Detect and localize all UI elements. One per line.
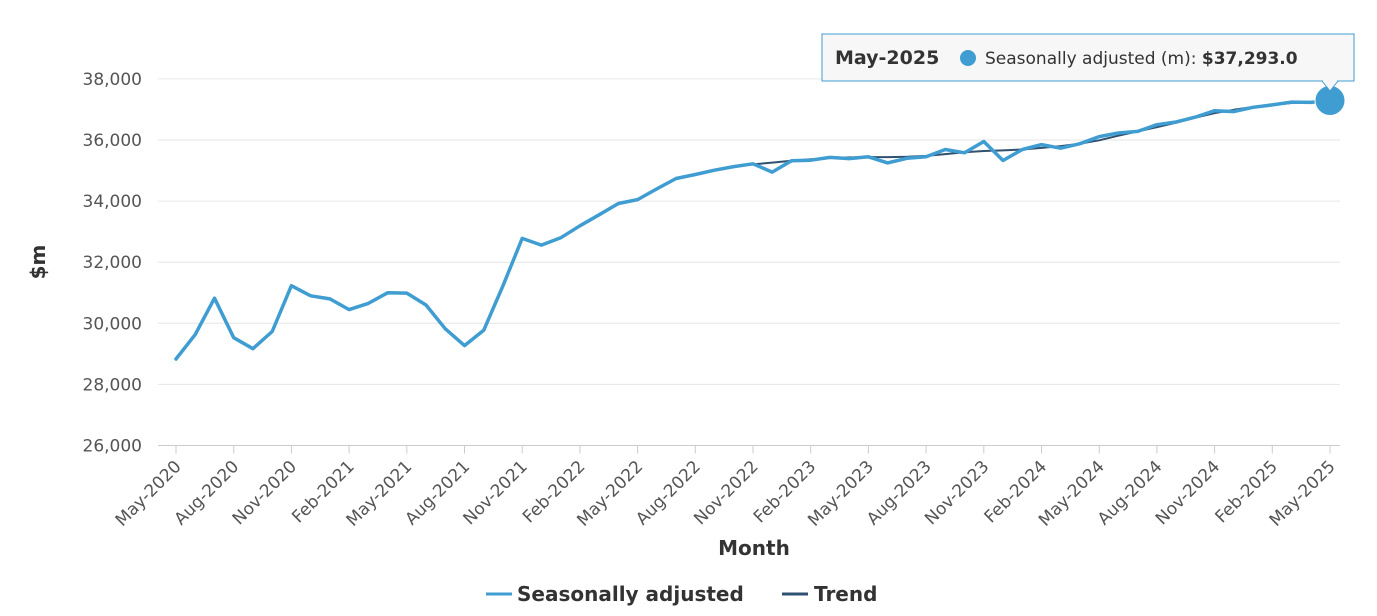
legend-label-seasonally-adjusted: Seasonally adjusted [517, 582, 744, 606]
x-axis-title: Month [718, 536, 790, 560]
y-tick-label: 36,000 [83, 131, 142, 151]
y-tick-label: 38,000 [83, 70, 142, 90]
y-tick-label: 32,000 [83, 253, 142, 273]
y-tick-label: 26,000 [83, 437, 142, 457]
series-lines [174, 84, 1346, 361]
tooltip-label: Seasonally adjusted (m): [985, 49, 1202, 69]
y-tick-label: 28,000 [83, 375, 142, 395]
y-axis-title: $m [26, 245, 50, 280]
tooltip-title: May-2025 [835, 47, 939, 69]
tooltip-value: $37,293.0 [1202, 49, 1298, 69]
series-line-seasonally-adjusted[interactable] [174, 98, 1332, 361]
tooltip-box [821, 33, 1355, 82]
legend-item-trend[interactable]: Trend [782, 582, 877, 606]
tooltip-content: Seasonally adjusted (m): $37,293.0 [985, 49, 1298, 69]
x-axis-ticks: May-2020Aug-2020Nov-2020Feb-2021May-2021… [112, 445, 1340, 531]
y-axis-ticks: 26,000 28,000 30,000 32,000 34,000 36,000 38,0… [83, 70, 142, 457]
gridlines [158, 78, 1340, 385]
y-tick-label: 30,000 [83, 314, 142, 334]
legend-item-seasonally-adjusted[interactable]: Seasonally adjusted [486, 582, 744, 606]
y-tick-label: 34,000 [83, 192, 142, 212]
legend-label-trend: Trend [814, 582, 877, 606]
tooltip-series-marker [960, 50, 976, 66]
legend: Seasonally adjusted Trend [486, 582, 877, 606]
tooltip: May-2025 Seasonally adjusted (m): $37,29… [821, 33, 1355, 92]
